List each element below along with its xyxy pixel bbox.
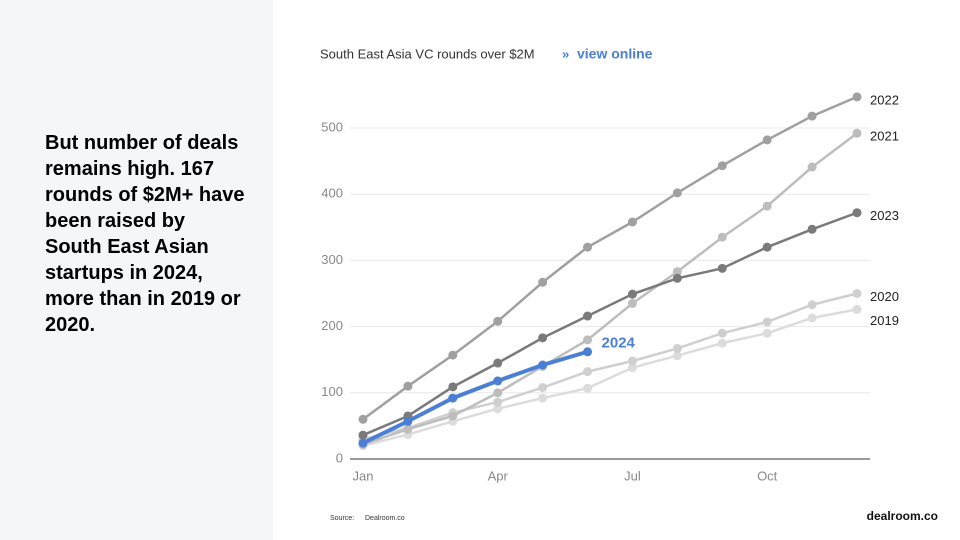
data-point (627, 217, 637, 227)
y-tick-label: 200 (321, 318, 343, 333)
series-label: 2021 (870, 129, 899, 144)
data-point (493, 397, 503, 407)
y-tick-label: 400 (321, 186, 343, 201)
data-point (358, 438, 368, 448)
series-line (362, 211, 858, 437)
series-label: 2024 (602, 335, 636, 352)
data-point (403, 416, 413, 426)
data-point (717, 328, 727, 338)
chart-title: South East Asia VC rounds over $2M (320, 46, 535, 61)
data-point (717, 338, 727, 348)
y-tick-label: 500 (321, 119, 343, 134)
data-point (403, 381, 413, 391)
source-label: Source: (330, 515, 354, 522)
y-tick-label: 0 (336, 450, 343, 465)
data-point (493, 404, 503, 414)
data-point (807, 111, 817, 121)
data-point (448, 382, 458, 392)
series-line (362, 349, 589, 445)
data-point (672, 351, 682, 361)
data-point (583, 347, 593, 357)
data-point (762, 135, 772, 145)
data-point (583, 311, 593, 321)
data-point (358, 414, 368, 424)
logo: dealroom.co (867, 509, 938, 523)
source: Dealroom.co (365, 515, 405, 522)
data-point (672, 343, 682, 353)
data-point (807, 224, 817, 234)
x-tick-label: Oct (757, 468, 778, 483)
data-point (538, 333, 548, 343)
heading: But number of deals remains high. 167 ro… (45, 132, 245, 336)
data-point (762, 201, 772, 211)
data-point (627, 356, 637, 366)
data-point (493, 388, 503, 398)
data-point (583, 242, 593, 252)
data-point (672, 188, 682, 198)
data-point (583, 383, 593, 393)
x-tick-label: Jan (353, 468, 374, 483)
left-panel: But number of deals remains high. 167 ro… (0, 0, 273, 540)
data-point (762, 242, 772, 252)
data-point (583, 335, 593, 345)
data-point (538, 277, 548, 287)
series-label: 2020 (870, 289, 899, 304)
y-tick-label: 100 (321, 384, 343, 399)
data-point (448, 393, 458, 403)
x-tick-label: Apr (488, 468, 509, 483)
data-point (807, 313, 817, 323)
data-point (672, 267, 682, 277)
data-point (493, 376, 503, 386)
y-tick-label: 300 (321, 252, 343, 267)
data-point (538, 383, 548, 393)
data-point (717, 161, 727, 171)
data-point (717, 263, 727, 273)
series-label: 2022 (870, 92, 899, 107)
data-point (448, 350, 458, 360)
data-point (493, 316, 503, 326)
link-marker: » (562, 46, 569, 61)
series-line (362, 308, 858, 447)
data-point (493, 358, 503, 368)
series-line (362, 95, 858, 421)
data-point (448, 411, 458, 421)
data-point (358, 430, 368, 440)
data-point (672, 273, 682, 283)
data-point (852, 304, 862, 314)
data-point (762, 328, 772, 338)
data-point (627, 363, 637, 373)
series-label: 2019 (870, 313, 899, 328)
data-point (538, 393, 548, 403)
data-point (627, 289, 637, 299)
series-label: 2023 (870, 208, 899, 223)
series-line (362, 132, 858, 446)
data-point (538, 360, 548, 370)
data-point (807, 300, 817, 310)
data-point (403, 424, 413, 434)
data-point (762, 317, 772, 327)
view-online-link[interactable]: view online (577, 46, 653, 62)
data-point (852, 128, 862, 138)
series-line (362, 292, 858, 441)
data-point (852, 92, 862, 102)
data-point (627, 298, 637, 308)
data-point (807, 162, 817, 172)
data-point (852, 208, 862, 218)
x-tick-label: Jul (624, 468, 641, 483)
data-point (583, 367, 593, 377)
data-point (852, 289, 862, 298)
data-point (717, 232, 727, 242)
